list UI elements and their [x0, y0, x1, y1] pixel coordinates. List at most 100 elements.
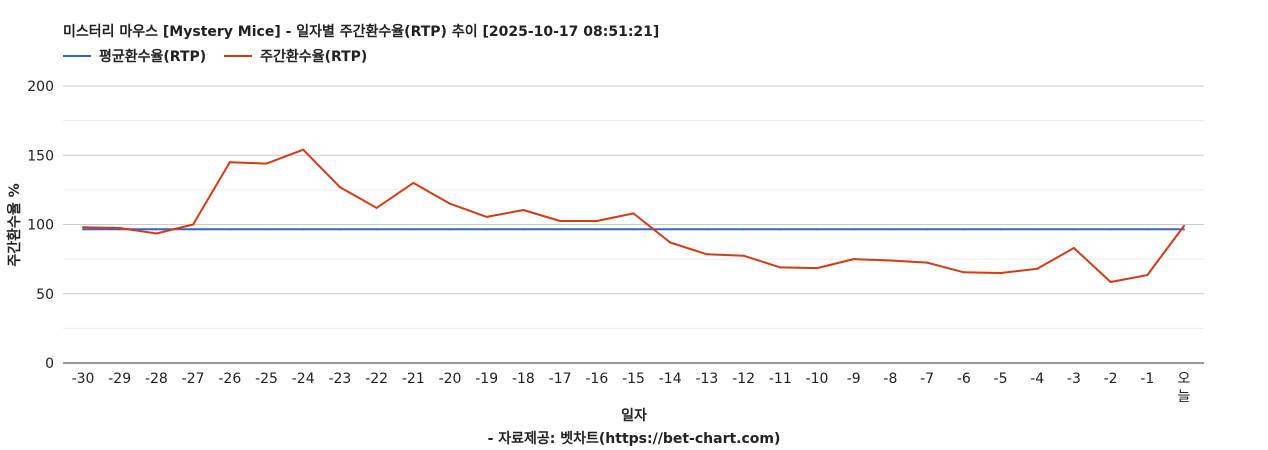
point-average: [338, 228, 341, 231]
chart-title: 미스터리 마우스 [Mystery Mice] - 일자별 주간환수율(RTP)…: [63, 24, 660, 40]
point-weekly: [816, 267, 818, 270]
y-tick-label: 50: [36, 287, 54, 303]
point-average: [705, 228, 708, 231]
point-weekly: [852, 258, 855, 261]
point-weekly: [779, 266, 782, 269]
legend-swatch-average: [63, 55, 91, 57]
x-tick-label: -20: [439, 371, 462, 387]
x-tick-label: -7: [920, 371, 934, 387]
x-tick-label: -24: [292, 371, 315, 387]
y-tick-label: 100: [27, 218, 54, 234]
y-tick-label: 200: [27, 79, 54, 95]
y-tick-label: 150: [27, 148, 54, 164]
x-tick-label: -17: [549, 371, 572, 387]
point-average: [192, 228, 195, 231]
point-average: [852, 228, 855, 231]
series-line-weekly: [82, 148, 1185, 283]
point-average: [485, 228, 488, 231]
x-tick-label: -8: [883, 371, 897, 387]
point-average: [889, 228, 892, 231]
point-average: [82, 228, 84, 231]
grid: [63, 85, 1204, 329]
x-tick-label: -22: [365, 371, 388, 387]
point-average: [926, 228, 929, 231]
point-weekly: [412, 181, 415, 184]
point-average: [228, 228, 231, 231]
point-average: [779, 228, 782, 231]
point-average: [412, 228, 415, 231]
x-tick-label: -23: [328, 371, 351, 387]
point-weekly: [1146, 274, 1149, 277]
point-average: [559, 228, 562, 231]
point-average: [816, 228, 818, 231]
point-weekly: [632, 212, 635, 215]
point-weekly: [338, 186, 341, 189]
point-weekly: [1036, 267, 1039, 270]
x-tick-label: -4: [1030, 371, 1044, 387]
point-average: [1036, 228, 1039, 231]
point-weekly: [889, 259, 892, 262]
point-weekly: [1072, 247, 1075, 250]
point-average: [449, 228, 451, 231]
x-tick-label: -3: [1067, 371, 1081, 387]
x-tick-label: -12: [732, 371, 755, 387]
x-tick-label: -21: [402, 371, 425, 387]
series: [82, 148, 1185, 283]
point-average: [669, 228, 672, 231]
x-tick-label: -25: [255, 371, 278, 387]
x-tick-label: -27: [182, 371, 205, 387]
point-average: [302, 228, 305, 231]
point-weekly: [595, 220, 598, 223]
source-note: - 자료제공: 벳차트(https://bet-chart.com): [487, 431, 781, 447]
x-tick-label: -5: [994, 371, 1008, 387]
point-average: [595, 228, 598, 231]
point-average: [1183, 228, 1185, 231]
legend-swatch-weekly: [224, 55, 253, 57]
point-average: [1146, 228, 1149, 231]
legend-label-weekly: 주간환수율(RTP): [260, 49, 368, 65]
point-weekly: [82, 226, 84, 229]
point-weekly: [962, 271, 965, 274]
point-weekly: [228, 161, 231, 164]
x-tick-label: -18: [512, 371, 535, 387]
point-weekly: [522, 208, 525, 211]
x-tick-label: -10: [806, 371, 829, 387]
x-axis-title: 일자: [621, 408, 647, 424]
x-tick-label: -1: [1140, 371, 1154, 387]
point-weekly: [1183, 224, 1185, 227]
point-average: [962, 228, 965, 231]
x-tick-label: -2: [1104, 371, 1118, 387]
x-tick-label: -15: [622, 371, 645, 387]
point-average: [632, 228, 635, 231]
point-weekly: [999, 271, 1002, 274]
legend: 평균환수율(RTP) 주간환수율(RTP): [63, 46, 367, 66]
point-average: [1109, 228, 1112, 231]
x-tick-label: -13: [695, 371, 718, 387]
legend-item-weekly[interactable]: 주간환수율(RTP): [224, 46, 367, 66]
point-weekly: [742, 254, 745, 257]
point-weekly: [485, 215, 488, 218]
point-average: [999, 228, 1002, 231]
point-weekly: [118, 226, 121, 229]
x-tick-label: -9: [847, 371, 861, 387]
x-tick-label: -29: [108, 371, 131, 387]
point-weekly: [155, 232, 158, 235]
point-average: [742, 228, 745, 231]
point-weekly: [302, 148, 305, 151]
point-weekly: [449, 202, 451, 205]
legend-item-average[interactable]: 평균환수율(RTP): [63, 46, 206, 66]
legend-label-average: 평균환수율(RTP): [99, 49, 207, 65]
point-average: [375, 228, 378, 231]
x-tick-label: -30: [72, 371, 95, 387]
x-tick-label: -14: [659, 371, 682, 387]
x-tick-label: -11: [769, 371, 792, 387]
point-weekly: [192, 223, 195, 226]
point-average: [155, 228, 158, 231]
point-weekly: [265, 162, 268, 165]
point-average: [522, 228, 525, 231]
point-average: [265, 228, 268, 231]
x-tick-label: -6: [957, 371, 971, 387]
x-tick-label: -19: [475, 371, 498, 387]
